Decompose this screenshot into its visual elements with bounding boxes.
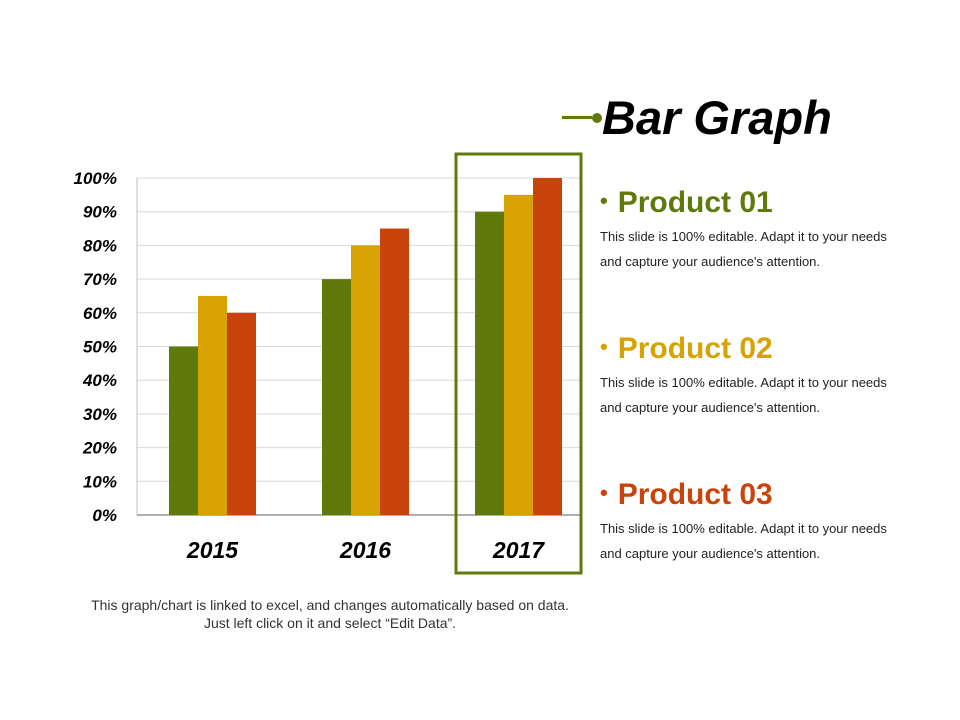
title-connector-dot (592, 112, 602, 123)
product-name: Product 01 (617, 186, 773, 219)
product-item-02: • Product 02 This slide is 100% editable.… (600, 329, 900, 420)
y-tick-label: 10% (83, 472, 117, 491)
bar-product-03-2017 (533, 178, 562, 515)
product-name: Product 02 (617, 332, 773, 365)
product-item-03: • Product 03 This slide is 100% editable.… (600, 475, 900, 566)
title-connector-line (562, 116, 592, 119)
x-tick-label: 2015 (186, 537, 239, 563)
highlight-box (454, 152, 583, 575)
y-tick-label: 100% (74, 169, 117, 188)
bar-product-02-2016 (351, 245, 380, 515)
chart-footnote: This graph/chart is linked to excel, and… (91, 597, 569, 631)
x-tick-label: 2016 (339, 537, 391, 563)
bar-product-03-2016 (380, 228, 409, 516)
x-tick-label: 2017 (492, 537, 545, 563)
bar-product-01-2015 (169, 346, 198, 515)
product-name: Product 03 (617, 478, 773, 511)
product-heading: • Product 02 (600, 329, 900, 367)
bar-product-02-2015 (198, 295, 227, 515)
y-tick-label: 20% (82, 439, 117, 458)
y-tick-label: 60% (83, 304, 117, 323)
product-item-01: • Product 01 This slide is 100% editable.… (600, 183, 900, 274)
bar-product-02-2017 (504, 194, 533, 515)
product-heading: • Product 03 (600, 475, 900, 513)
bullet-icon: • (600, 334, 608, 359)
bar-chart: 0% 10% 20% 30% 40% 50% 60% 70% 80% 90% 100% 2015 201… (74, 152, 583, 575)
product-description: This slide is 100% editable. Adapt it to… (600, 375, 887, 415)
bar-product-01-2017 (475, 211, 504, 515)
bullet-icon: • (600, 480, 608, 505)
product-description: This slide is 100% editable. Adapt it to… (600, 229, 887, 269)
y-tick-label: 30% (83, 405, 117, 424)
y-tick-label: 90% (83, 203, 117, 222)
bar-product-01-2016 (322, 279, 351, 515)
y-tick-label: 80% (83, 236, 117, 255)
bar-product-03-2015 (227, 312, 256, 515)
page-title: Bar Graph (602, 91, 832, 144)
y-tick-label: 0% (92, 506, 117, 525)
y-tick-label: 70% (83, 270, 117, 289)
y-tick-label: 50% (83, 338, 117, 357)
bullet-icon: • (600, 188, 608, 213)
product-description: This slide is 100% editable. Adapt it to… (600, 521, 887, 561)
y-tick-label: 40% (82, 371, 117, 390)
product-heading: • Product 01 (600, 183, 900, 221)
